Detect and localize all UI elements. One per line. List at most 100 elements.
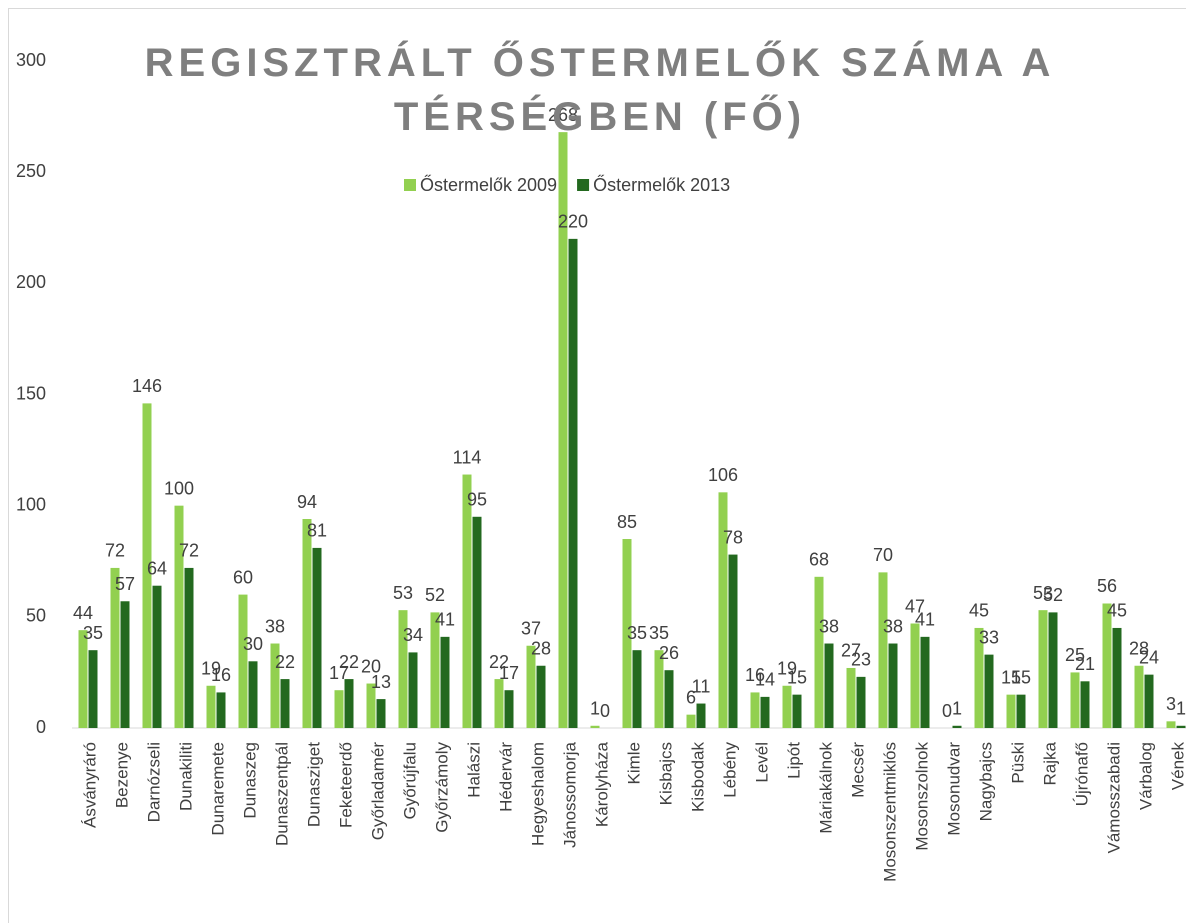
data-label: 19 (777, 659, 797, 679)
bar (440, 636, 450, 728)
data-label: 34 (403, 625, 423, 645)
bar (78, 630, 88, 728)
bar (814, 576, 824, 728)
data-label: 38 (265, 616, 285, 636)
bar (910, 623, 920, 728)
x-tick-label: Bezenye (112, 742, 131, 808)
data-label: 85 (617, 512, 637, 532)
bar (184, 567, 194, 728)
data-label: 0 (942, 701, 952, 721)
bar (760, 696, 770, 728)
data-label: 16 (211, 665, 231, 685)
data-label: 146 (132, 376, 162, 396)
bar (728, 554, 738, 728)
bar (344, 679, 354, 728)
x-tick-label: Dunaremete (208, 742, 227, 836)
bar (1166, 721, 1176, 728)
data-label: 20 (361, 656, 381, 676)
x-tick-label: Győrújfalu (400, 742, 419, 819)
bar (248, 661, 258, 728)
x-tick-label: Lébény (720, 742, 739, 798)
data-label: 64 (147, 558, 167, 578)
bar (856, 676, 866, 728)
data-label: 1 (952, 699, 962, 719)
x-tick-label: Vének (1168, 742, 1186, 791)
x-tick-label: Vámosszabadi (1104, 742, 1123, 854)
bar (280, 679, 290, 728)
data-label: 14 (755, 670, 775, 690)
data-label: 72 (105, 541, 125, 561)
x-tick-label: Mosonudvar (944, 742, 963, 836)
data-label: 220 (558, 212, 588, 232)
data-label: 15 (1011, 667, 1031, 687)
data-label: 30 (243, 634, 263, 654)
data-label: 24 (1139, 647, 1159, 667)
x-tick-label: Győrzámoly (432, 742, 451, 833)
bar (1144, 674, 1154, 728)
data-label: 106 (708, 465, 738, 485)
data-label: 26 (659, 643, 679, 663)
data-label: 95 (467, 490, 487, 510)
x-tick-label: Rajka (1040, 741, 1059, 785)
bar (494, 679, 504, 728)
bar (686, 714, 696, 728)
chart-border (8, 8, 1186, 923)
data-label: 52 (425, 585, 445, 605)
data-label: 94 (297, 492, 317, 512)
bar (398, 610, 408, 728)
legend-label: Őstermelők 2009 (420, 174, 557, 195)
x-tick-label: Máriakálnok (816, 742, 835, 834)
x-tick-label: Nagybajcs (976, 742, 995, 821)
x-tick-label: Mosonszentmiklós (880, 742, 899, 882)
y-tick-label: 100 (16, 494, 46, 514)
x-tick-label: Darnózseli (144, 742, 163, 822)
x-tick-label: Kisbajcs (656, 742, 675, 805)
bar (408, 652, 418, 728)
bar (152, 585, 162, 728)
bar (142, 403, 152, 728)
bar (462, 474, 472, 728)
data-label: 15 (787, 667, 807, 687)
bar (366, 683, 376, 728)
x-tick-label: Dunakiliti (176, 742, 195, 811)
data-label: 35 (83, 623, 103, 643)
x-tick-label: Dunaszentpál (272, 742, 291, 846)
y-tick-label: 200 (16, 272, 46, 292)
data-label: 11 (692, 676, 711, 696)
data-label: 17 (329, 663, 349, 683)
bar (88, 650, 98, 728)
x-tick-label: Feketeerdő (336, 742, 355, 828)
bar (216, 692, 226, 728)
data-label: 45 (1107, 601, 1127, 621)
legend-swatch (404, 179, 416, 191)
data-label: 22 (489, 652, 509, 672)
bar (526, 645, 536, 728)
data-label: 6 (686, 687, 696, 707)
y-tick-label: 0 (36, 717, 46, 737)
data-label: 37 (521, 618, 541, 638)
x-tick-label: Mecsér (848, 742, 867, 798)
x-tick-label: Jánossomorja (560, 741, 579, 847)
bar (238, 594, 248, 728)
legend-label: Őstermelők 2013 (593, 174, 730, 195)
bar (174, 505, 184, 728)
data-label: 114 (453, 447, 482, 467)
data-label: 44 (73, 603, 93, 623)
data-label: 13 (371, 672, 391, 692)
x-tick-label: Várbalog (1136, 742, 1155, 810)
bar (536, 665, 546, 728)
bar (792, 694, 802, 728)
bar (1070, 672, 1080, 728)
bar (1048, 612, 1058, 728)
data-label: 70 (873, 545, 893, 565)
x-tick-label: Újrónafő (1072, 742, 1091, 806)
data-label: 3 (1166, 694, 1176, 714)
bar (312, 547, 322, 728)
x-tick-label: Mosonszolnok (912, 742, 931, 851)
x-tick-label: Dunasziget (304, 742, 323, 827)
chart-title: REGISZTRÁLT ŐSTERMELŐK SZÁMA A TÉRSÉGBEN… (144, 41, 1056, 139)
data-label: 28 (1129, 638, 1149, 658)
bar (888, 643, 898, 728)
bar (878, 572, 888, 728)
data-label: 72 (179, 541, 199, 561)
